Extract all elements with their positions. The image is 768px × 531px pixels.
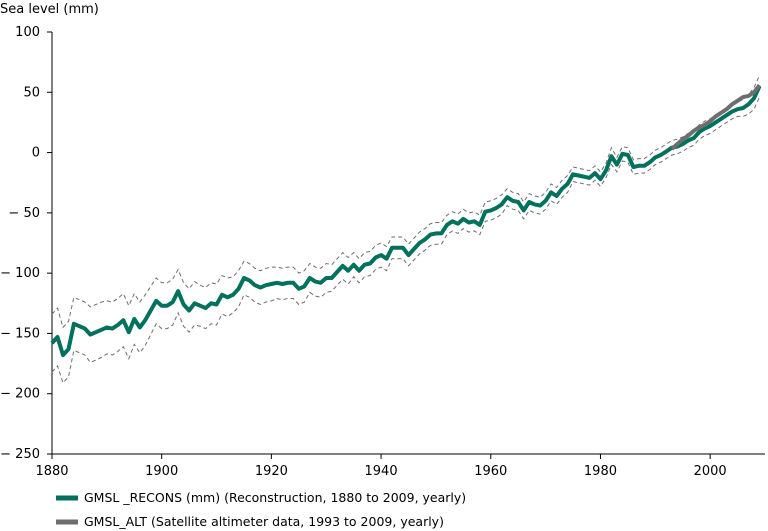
y-tick-label: − 150: [0, 326, 40, 341]
y-tick-label: − 100: [0, 266, 40, 281]
x-tick-label: 1880: [35, 464, 68, 479]
series-line-gmsl-alt: [670, 83, 762, 151]
x-tick-label: 2000: [694, 464, 727, 479]
legend: GMSL _RECONS (mm) (Reconstruction, 1880 …: [56, 490, 466, 529]
series-line-gmsl-recons: [50, 85, 762, 358]
x-tick-label: 1960: [474, 464, 507, 479]
legend-label-gmsl-alt: GMSL_ALT (Satellite altimeter data, 1993…: [84, 514, 444, 529]
y-tick-label: − 250: [0, 447, 40, 462]
x-tick-label: 1980: [584, 464, 617, 479]
upper-bound-line: [51, 75, 760, 329]
legend-label-gmsl-recons: GMSL _RECONS (mm) (Reconstruction, 1880 …: [84, 490, 466, 505]
y-tick-label: 50: [23, 85, 40, 100]
x-tick-label: 1900: [145, 464, 178, 479]
x-tick-label: 1920: [255, 464, 288, 479]
x-tick-labels: 1880 1900 1920 1940 1960 1980 2000: [35, 454, 727, 479]
y-tick-label: − 50: [8, 206, 40, 221]
y-tick-label: − 200: [0, 387, 40, 402]
y-tick-labels: 100 50 0 − 50 − 100 − 150 − 200 − 250: [0, 25, 52, 462]
y-axis-label: Sea level (mm): [0, 2, 99, 17]
y-tick-label: 0: [32, 146, 40, 161]
plot-area: [50, 32, 765, 455]
y-tick-label: 100: [15, 25, 40, 40]
lower-bound-line: [51, 96, 760, 384]
x-tick-label: 1940: [365, 464, 398, 479]
